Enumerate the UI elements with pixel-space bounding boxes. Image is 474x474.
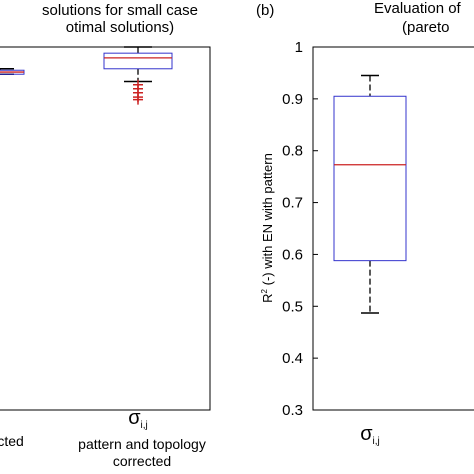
panel-a-title-line1: solutions for small case: [42, 2, 198, 19]
panel-b-ytick-label-7: 1: [295, 39, 303, 56]
panel-b-ytick-label-4: 0.7: [282, 195, 303, 212]
panel-a-boxes: [0, 46, 173, 105]
panel-b-ytick-label-2: 0.5: [282, 298, 303, 315]
panel-b-ytick-label-5: 0.8: [282, 143, 303, 160]
panel-b: (b) Evaluation of (pareto R2 (-) with EN…: [256, 0, 474, 447]
panel-b-ytick-label-6: 0.9: [282, 91, 303, 108]
panel-a: solutions for small case otimal solution…: [0, 2, 211, 469]
panel-a-right-box: [103, 52, 173, 70]
panel-a-xtick-left: rrected: [0, 433, 24, 449]
panel-b-xtick-sigma: σi,j: [360, 423, 380, 447]
panel-b-ytick-label-3: 0.6: [282, 246, 303, 263]
panel-b-axes-frame: [312, 46, 474, 411]
panel-b-boxes: [333, 74, 407, 314]
panel-a-xtick-right-line2: corrected: [113, 453, 171, 469]
panel-a-xtick-right-symbol: σi,j: [128, 407, 148, 431]
panel-b-title-line2: (pareto: [402, 19, 450, 36]
panel-b-sigma-box: [333, 95, 407, 262]
panel-a-xtick-right-line1: pattern and topology: [78, 436, 206, 452]
panel-a-axes-frame: [0, 46, 211, 411]
panel-b-label: (b): [256, 2, 274, 19]
panel-b-ytick-label-0: 0.3: [282, 402, 303, 419]
panel-b-ytick-label-1: 0.4: [282, 350, 303, 367]
panel-b-yticks: 0.3 0.4 0.5 0.6 0.7 0.8 0.9 1: [282, 39, 318, 419]
panel-b-ylabel: R2 (-) with EN with pattern: [260, 153, 275, 303]
panel-b-title-line1: Evaluation of: [374, 0, 462, 17]
panel-a-title-line2: otimal solutions): [66, 19, 174, 36]
